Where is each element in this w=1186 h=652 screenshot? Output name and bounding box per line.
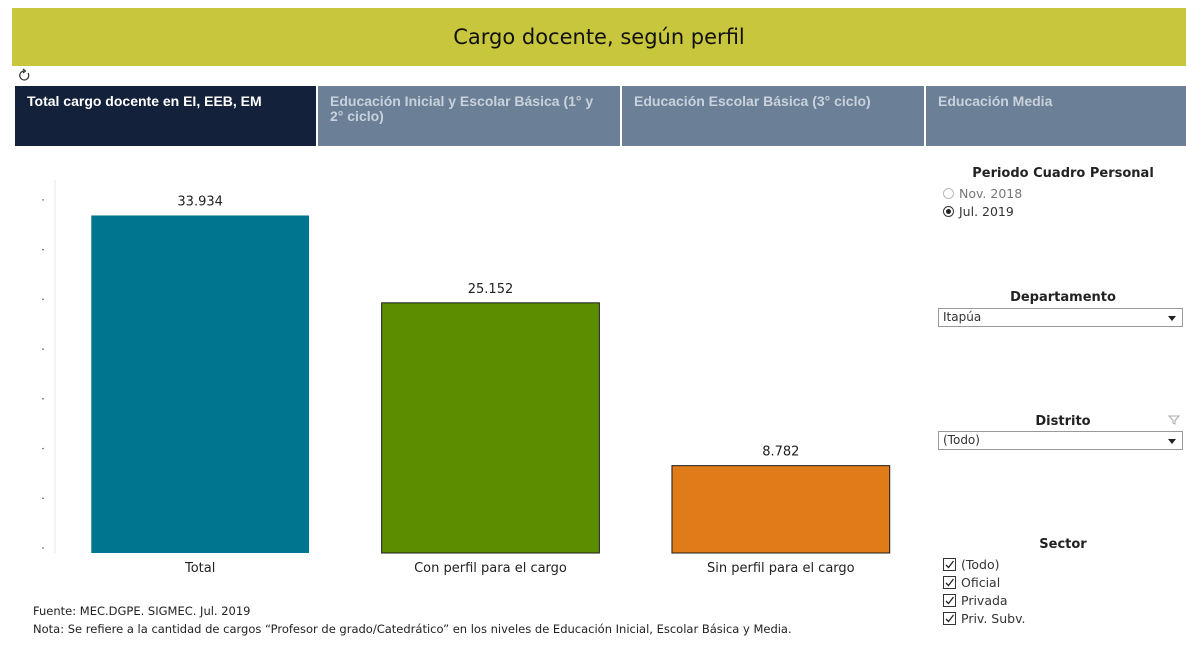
checkbox[interactable] bbox=[943, 612, 956, 625]
dropdown[interactable]: (Todo) bbox=[938, 431, 1183, 450]
y-tick bbox=[42, 248, 44, 251]
y-tick bbox=[42, 199, 44, 201]
check bbox=[945, 596, 955, 605]
source: Fuente: MEC.DGPE. SIGMEC. Jul. 2019 bbox=[33, 604, 251, 618]
x-tick-label: Sin perfil para el cargo bbox=[707, 561, 855, 576]
filter-icon[interactable] bbox=[1168, 414, 1180, 426]
dropdown-arrow bbox=[1168, 439, 1176, 444]
checkbox-option[interactable]: Priv. Subv. bbox=[943, 611, 1026, 626]
option-label: Privada bbox=[961, 593, 1008, 608]
bar bbox=[91, 215, 310, 553]
filter-title: Departamento bbox=[1010, 290, 1116, 305]
dropdown-value: (Todo) bbox=[943, 433, 980, 447]
refresh-icon[interactable] bbox=[18, 68, 32, 82]
note-label: Nota: bbox=[33, 622, 65, 636]
dropdown[interactable]: Itapúa bbox=[938, 308, 1183, 327]
y-tick bbox=[42, 547, 44, 549]
value-label: 33.934 bbox=[177, 194, 223, 209]
option-label: Jul. 2019 bbox=[959, 204, 1014, 219]
header-title: Cargo docente, según perfil bbox=[12, 8, 1186, 66]
value-label: 8.782 bbox=[762, 445, 799, 460]
radio-option[interactable]: Jul. 2019 bbox=[943, 204, 1014, 219]
source-text: MEC.DGPE. SIGMEC. Jul. 2019 bbox=[79, 604, 251, 618]
checkbox[interactable] bbox=[943, 558, 956, 571]
y-tick bbox=[42, 398, 44, 400]
y-tick bbox=[42, 298, 44, 301]
checkbox[interactable] bbox=[943, 576, 956, 589]
radio[interactable] bbox=[943, 206, 954, 217]
check bbox=[945, 578, 955, 587]
value-label: 25.152 bbox=[468, 282, 514, 297]
y-tick bbox=[42, 497, 44, 500]
radio[interactable] bbox=[943, 188, 954, 199]
radio-dot bbox=[946, 209, 951, 214]
filter-title: Periodo Cuadro Personal bbox=[972, 166, 1154, 181]
chart: Total 33.934 Con perfil para el cargo 25.15… bbox=[42, 180, 891, 576]
x-tick-label: Con perfil para el cargo bbox=[414, 561, 567, 576]
checkbox-option[interactable]: Privada bbox=[943, 593, 1008, 608]
y-tick bbox=[42, 447, 44, 450]
checkbox[interactable] bbox=[943, 594, 956, 607]
dropdown-arrow bbox=[1168, 316, 1176, 321]
option-label: (Todo) bbox=[961, 557, 1000, 572]
tab[interactable]: Total cargo docente en EI, EEB, EM bbox=[15, 86, 316, 146]
dropdown-value: Itapúa bbox=[943, 310, 982, 324]
option-label: Nov. 2018 bbox=[959, 186, 1023, 201]
option-label: Priv. Subv. bbox=[961, 611, 1026, 626]
checkbox-option[interactable]: Oficial bbox=[943, 575, 1000, 590]
note: Nota: Se refiere a la cantidad de cargos… bbox=[33, 621, 928, 638]
note-text: Se refiere a la cantidad de cargos “Prof… bbox=[67, 622, 792, 636]
filter-title: Sector bbox=[1039, 537, 1087, 552]
check bbox=[945, 614, 955, 623]
checkbox-option[interactable]: (Todo) bbox=[943, 557, 1000, 572]
check bbox=[945, 560, 955, 569]
tab[interactable]: Educación Escolar Básica (3° ciclo) bbox=[622, 86, 924, 146]
source-label: Fuente: bbox=[33, 604, 77, 618]
radio-option[interactable]: Nov. 2018 bbox=[943, 186, 1022, 201]
x-tick-label: Total bbox=[184, 561, 215, 576]
filter-title: Distrito bbox=[1035, 414, 1091, 429]
option-label: Oficial bbox=[961, 575, 1001, 590]
tab[interactable]: Educación Media bbox=[926, 86, 1186, 146]
tab[interactable]: Educación Inicial y Escolar Básica (1° y… bbox=[318, 86, 620, 146]
bar bbox=[671, 465, 891, 554]
y-tick bbox=[42, 348, 44, 350]
bar bbox=[381, 302, 600, 554]
